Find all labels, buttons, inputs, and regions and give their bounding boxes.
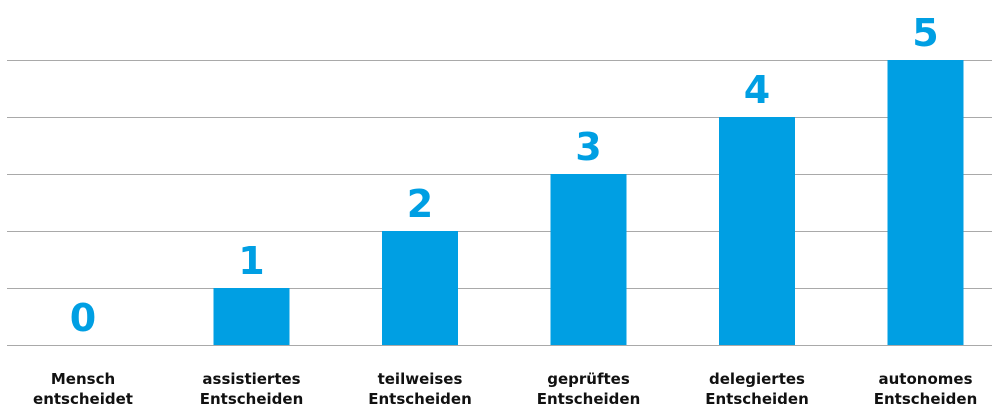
category-label-line: geprüftes — [547, 370, 630, 388]
value-labels: 0 1 2 3 4 5 — [70, 11, 939, 340]
category-label-2: teilweises Entscheiden — [368, 370, 472, 407]
category-label-3: geprüftes Entscheiden — [537, 370, 641, 407]
bar-4 — [719, 117, 795, 345]
value-label-0: 0 — [70, 296, 96, 340]
value-label-1: 1 — [238, 239, 264, 283]
category-label-1: assistiertes Entscheiden — [200, 370, 304, 407]
bar-2 — [382, 231, 458, 345]
bar-5 — [887, 60, 964, 345]
category-label-line: delegiertes — [709, 370, 805, 388]
category-label-4: delegiertes Entscheiden — [705, 370, 809, 407]
category-label-line: Entscheiden — [537, 390, 641, 407]
category-label-line: Entscheiden — [368, 390, 472, 407]
value-label-5: 5 — [912, 11, 938, 55]
category-label-line: Entscheiden — [874, 390, 978, 407]
value-label-2: 2 — [407, 182, 433, 226]
category-label-line: assistiertes — [202, 370, 300, 388]
category-label-5: autonomes Entscheiden — [874, 370, 978, 407]
gridlines — [7, 60, 992, 346]
bars — [213, 60, 964, 345]
category-label-line: teilweises — [378, 370, 463, 388]
category-label-0: Mensch entscheidet — [33, 370, 133, 407]
category-label-line: Entscheiden — [705, 390, 809, 407]
value-label-4: 4 — [744, 68, 770, 112]
category-label-line: autonomes — [879, 370, 973, 388]
bar-1 — [213, 288, 290, 345]
category-label-line: Entscheiden — [200, 390, 304, 407]
bar-3 — [550, 174, 627, 345]
category-labels: Mensch entscheidet assistiertes Entscheiden… — [33, 370, 977, 407]
category-label-line: entscheidet — [33, 390, 133, 407]
category-label-line: Mensch — [51, 370, 115, 388]
value-label-3: 3 — [575, 125, 601, 169]
